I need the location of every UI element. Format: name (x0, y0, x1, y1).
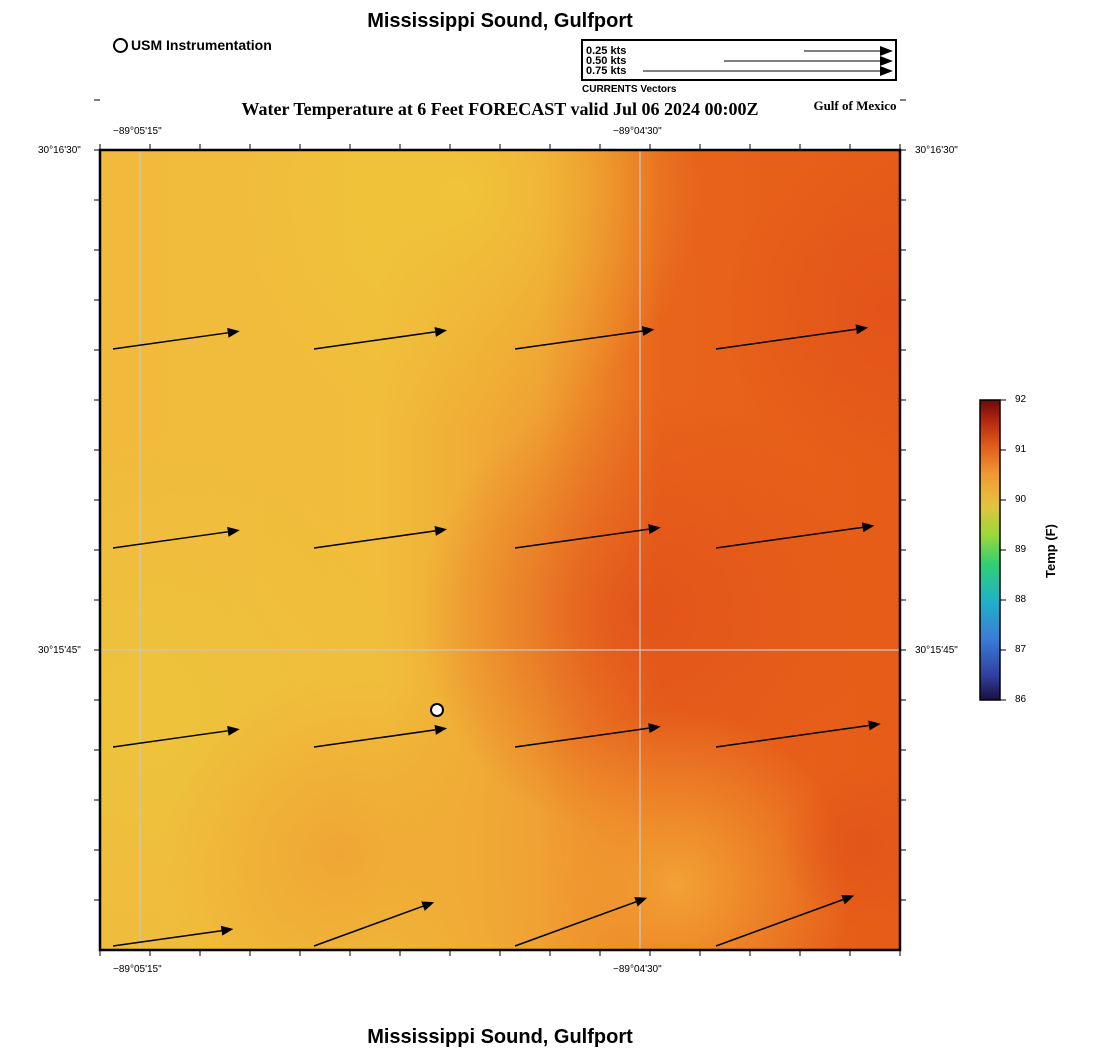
station-legend-label: USM Instrumentation (131, 37, 272, 53)
current-vector-arrow (112, 925, 234, 947)
current-vector-arrow (715, 522, 875, 549)
lat-label-right-1: 30°16'30" (915, 145, 958, 156)
map-title: Mississippi Sound, Gulfport (367, 10, 633, 32)
current-vector-arrow (112, 526, 240, 549)
lat-label-left-2: 30°15'45" (38, 645, 81, 656)
lon-label-bottom-1: −89°05'15" (113, 964, 162, 975)
vector-legend-arrow-2 (724, 56, 893, 66)
lon-label-top-1: −89°05'15" (113, 126, 162, 137)
station-marker-icon (113, 37, 128, 53)
colorbar-title: Temp (F) (1043, 524, 1058, 578)
colorbar-tick-89: 89 (1015, 544, 1027, 555)
map-footer-title: Mississippi Sound, Gulfport (367, 1026, 633, 1048)
vector-legend-title: CURRENTS Vectors (582, 84, 677, 95)
current-vectors (112, 324, 881, 947)
station-marker[interactable] (430, 703, 444, 717)
colorbar (979, 399, 1006, 701)
current-vector-arrow (514, 524, 661, 549)
map-ticks (94, 99, 906, 956)
vector-legend-label-3: 0.75 kts (586, 65, 627, 77)
current-vector-arrow (313, 525, 448, 549)
temperature-field (100, 150, 900, 950)
region-label: Gulf of Mexico (813, 98, 897, 113)
lat-label-right-2: 30°15'45" (915, 645, 958, 656)
current-vector-arrow (112, 725, 240, 748)
colorbar-tick-87: 87 (1015, 644, 1027, 655)
station-legend: USM Instrumentation (113, 37, 272, 53)
forecast-title: Water Temperature at 6 Feet FORECAST val… (241, 99, 759, 119)
colorbar-tick-86: 86 (1015, 694, 1027, 705)
current-vector-arrow (715, 324, 869, 350)
lat-label-left-1: 30°16'30" (38, 145, 81, 156)
colorbar-tick-92: 92 (1015, 394, 1027, 405)
colorbar-tick-88: 88 (1015, 594, 1027, 605)
current-vector-arrow (112, 327, 240, 350)
current-vector-arrow (715, 720, 881, 748)
current-vector-arrow (514, 326, 655, 350)
current-vector-arrow (313, 901, 435, 947)
lon-label-bottom-2: −89°04'30" (613, 964, 662, 975)
lon-label-top-2: −89°04'30" (613, 126, 662, 137)
vector-legend-box: 0.25 kts 0.50 kts 0.75 kts (581, 39, 897, 81)
current-vector-arrow (514, 897, 648, 947)
map-gridlines (100, 150, 900, 950)
vector-legend-label-1: 0.25 kts (586, 45, 627, 57)
current-vector-arrow (313, 326, 448, 350)
vector-legend-arrow-1 (804, 46, 893, 56)
colorbar-tick-90: 90 (1015, 494, 1027, 505)
colorbar-tick-91: 91 (1015, 444, 1027, 455)
vector-legend-label-2: 0.50 kts (586, 55, 627, 67)
current-vector-arrow (514, 723, 661, 748)
vector-legend-arrow-3 (643, 66, 893, 76)
current-vector-arrow (313, 724, 448, 748)
current-vector-arrow (715, 894, 855, 947)
